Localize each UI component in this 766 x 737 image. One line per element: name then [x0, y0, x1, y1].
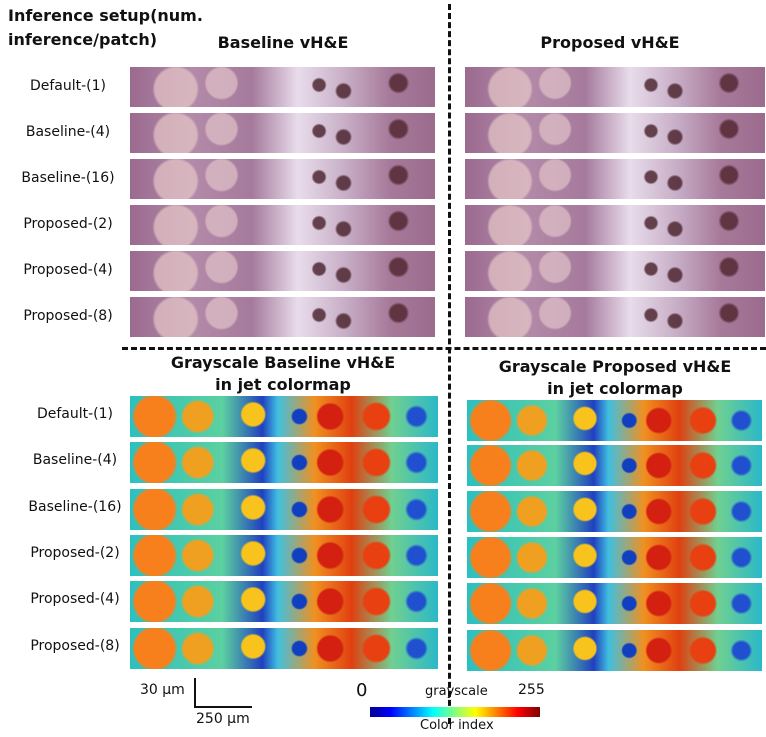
row-label: Baseline-(16) [21, 170, 114, 186]
scale-bar [194, 678, 252, 708]
image-strip [467, 491, 762, 532]
image-strip [130, 489, 438, 530]
header-title: inference/patch) [8, 30, 157, 49]
image-strip [130, 442, 438, 483]
row-label: Default-(1) [30, 78, 106, 94]
image-strip [130, 396, 438, 437]
image-strip [130, 628, 438, 669]
scale-label: 250 μm [196, 711, 250, 727]
image-strip [465, 113, 765, 153]
image-strip [130, 297, 435, 337]
image-strip [467, 583, 762, 624]
row-label: Proposed-(4) [30, 591, 119, 607]
row-label: Baseline-(4) [26, 124, 110, 140]
image-strip [465, 159, 765, 199]
row-label: Proposed-(8) [23, 308, 112, 324]
colorbar [370, 707, 540, 717]
image-strip [130, 535, 438, 576]
panel-title: Grayscale Baseline vH&E [171, 353, 395, 372]
colorbar-min: 0 [356, 680, 367, 701]
panel-title: Proposed vH&E [540, 33, 679, 52]
row-label: Proposed-(8) [30, 638, 119, 654]
image-strip [467, 630, 762, 671]
panel-title: Grayscale Proposed vH&E [499, 357, 732, 376]
image-strip [130, 113, 435, 153]
colorbar-title: Color index [420, 718, 494, 733]
colorbar-max: 255 [518, 682, 545, 698]
vertical-divider [448, 4, 451, 724]
image-strip [130, 67, 435, 107]
row-label: Proposed-(2) [30, 545, 119, 561]
row-label: Proposed-(2) [23, 216, 112, 232]
image-strip [130, 205, 435, 245]
header-title: Inference setup(num. [8, 6, 203, 25]
image-strip [465, 67, 765, 107]
image-strip [130, 159, 435, 199]
image-strip [465, 297, 765, 337]
figure: Inference setup(num. inference/patch) Base… [0, 0, 766, 737]
image-strip [130, 581, 438, 622]
row-label: Baseline-(16) [28, 499, 121, 515]
image-strip [467, 445, 762, 486]
colorbar-label: grayscale [425, 684, 488, 699]
row-label: Baseline-(4) [33, 452, 117, 468]
image-strip [467, 400, 762, 441]
image-strip [465, 205, 765, 245]
row-label: Proposed-(4) [23, 262, 112, 278]
panel-title: Baseline vH&E [218, 33, 349, 52]
horizontal-divider [122, 347, 766, 350]
row-label: Default-(1) [37, 406, 113, 422]
scale-label: 30 μm [140, 682, 185, 698]
image-strip [130, 251, 435, 291]
panel-title: in jet colormap [547, 379, 683, 398]
panel-title: in jet colormap [215, 375, 351, 394]
image-strip [467, 537, 762, 578]
image-strip [465, 251, 765, 291]
